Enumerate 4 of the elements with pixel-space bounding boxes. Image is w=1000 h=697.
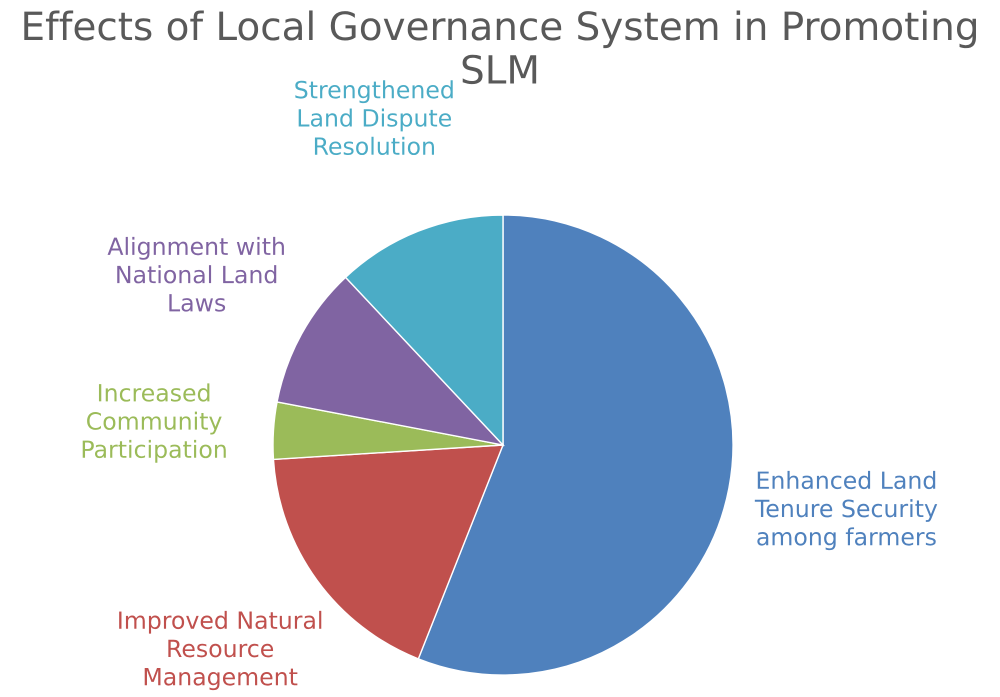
slice-label: Enhanced Land Tenure Security among farmers — [754, 470, 938, 550]
slice-label: Alignment with National Land Laws — [108, 236, 284, 312]
slice-label: Improved Natural Resource Management — [119, 610, 322, 690]
slice-label: Increased Community Participation — [82, 383, 226, 463]
